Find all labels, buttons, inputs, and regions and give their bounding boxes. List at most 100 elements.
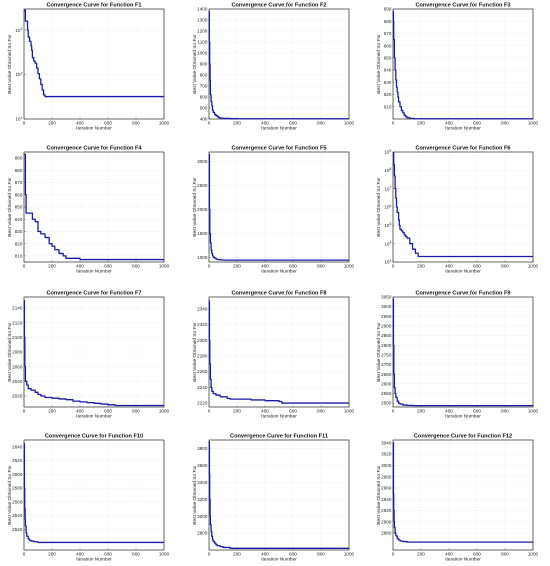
y-tick-label: 3000 <box>381 304 392 309</box>
plot-area <box>392 8 534 120</box>
x-tick-label: 0 <box>208 552 211 557</box>
plot-area <box>208 151 350 263</box>
x-axis-label: Iteration Number <box>445 126 481 132</box>
convergence-curve-series <box>208 300 349 404</box>
y-tick-label: 2920 <box>381 508 392 513</box>
convergence-curve-series <box>208 153 349 261</box>
x-tick-label: 200 <box>48 409 56 414</box>
y-tick-label: 890 <box>15 156 23 161</box>
y-tick-label: 103 <box>384 259 391 265</box>
x-tick-label: 600 <box>289 552 297 557</box>
y-tick-label: 2600 <box>12 472 23 477</box>
y-tick-label: 3600 <box>197 463 208 468</box>
x-tick-label: 0 <box>208 409 211 414</box>
convergence-curve-series <box>23 442 164 544</box>
chart-panel-f3: 0 200 400 600 800 1000 610 620 630 640 650 660 670 68… <box>376 3 539 132</box>
x-tick-label: 400 <box>261 552 269 557</box>
y-tick-label: 2120 <box>12 320 23 325</box>
axis-frame <box>208 296 350 408</box>
chart-panel-f2: 0 200 400 600 800 1000 400 500 600 700 800 900 1000 1… <box>192 3 355 132</box>
y-tick-label: 810 <box>15 253 23 258</box>
x-axis-label: Iteration Number <box>261 126 297 132</box>
y-tick-label: 830 <box>15 229 23 234</box>
x-tick-label: 800 <box>501 264 509 269</box>
x-tick-label: 400 <box>76 264 84 269</box>
x-tick-label: 1000 <box>159 552 170 557</box>
y-tick-label: 2640 <box>12 444 23 449</box>
x-tick-label: 600 <box>289 264 297 269</box>
x-tick-label: 800 <box>317 409 325 414</box>
y-tick-label: 2800 <box>381 343 392 348</box>
y-tick-label: 610 <box>384 104 392 109</box>
x-tick-label: 800 <box>132 121 140 126</box>
y-tick-label: 2880 <box>381 531 392 536</box>
x-tick-label: 1000 <box>159 409 170 414</box>
x-tick-label: 0 <box>23 121 26 126</box>
y-tick-label: 2300 <box>197 338 208 343</box>
chart-title: Convergence Curve for Function F2 <box>231 3 326 9</box>
x-tick-label: 1000 <box>159 121 170 126</box>
y-tick-label: 2140 <box>12 306 23 311</box>
y-tick-label: 900 <box>200 62 208 67</box>
convergence-curve-series <box>393 152 533 258</box>
y-tick-label: 2260 <box>197 369 208 374</box>
y-tick-label: 600 <box>200 95 208 100</box>
x-axis-label: Iteration Number <box>261 557 297 563</box>
y-axis-label: Best Value Obtained So Far <box>7 465 13 525</box>
y-tick-label: 620 <box>384 92 392 97</box>
y-tick-label: 2850 <box>381 333 392 338</box>
y-axis-label: Best Value Obtained So Far <box>376 177 382 237</box>
x-axis-label: Iteration Number <box>76 414 112 420</box>
y-tick-label: 1000 <box>197 51 208 56</box>
y-tick-label: 2800 <box>197 531 208 536</box>
y-tick-label: 3000 <box>197 159 208 164</box>
x-tick-label: 200 <box>48 121 56 126</box>
x-tick-label: 0 <box>392 552 395 557</box>
x-axis-label: Iteration Number <box>445 414 481 420</box>
y-tick-label: 400 <box>200 117 208 122</box>
x-tick-label: 600 <box>289 121 297 126</box>
chart-title: Convergence Curve for Function F11 <box>230 434 328 440</box>
y-tick-label: 3050 <box>381 295 392 300</box>
x-axis-label: Iteration Number <box>76 126 112 132</box>
chart-panel-f11: 0 200 400 600 800 1000 2800 3000 3200 3400 3600 380… <box>192 434 355 563</box>
chart-title: Convergence Curve for Function F4 <box>46 146 142 152</box>
y-tick-label: 3040 <box>381 440 392 445</box>
x-tick-label: 800 <box>317 121 325 126</box>
plot-area <box>23 8 165 120</box>
convergence-curve-series <box>24 9 164 98</box>
x-tick-label: 400 <box>76 552 84 557</box>
y-tick-label: 106 <box>384 204 391 210</box>
y-tick-label: 2900 <box>381 324 392 329</box>
y-tick-label: 2560 <box>12 499 23 504</box>
y-axis-label: Best Value Obtained So Far <box>192 177 198 237</box>
x-tick-label: 200 <box>417 552 425 557</box>
x-tick-label: 800 <box>132 264 140 269</box>
x-tick-label: 400 <box>76 409 84 414</box>
y-tick-label: 2020 <box>12 394 23 399</box>
axis-frame <box>23 439 165 551</box>
x-tick-label: 600 <box>104 409 112 414</box>
convergence-curve-series <box>24 153 164 261</box>
x-tick-label: 800 <box>317 552 325 557</box>
chart-title: Convergence Curve for Function F5 <box>231 146 326 152</box>
y-tick-label: 2550 <box>381 391 392 396</box>
y-tick-label: 2040 <box>12 379 23 384</box>
y-tick-label: 2280 <box>197 354 208 359</box>
convergence-curve-series <box>208 10 349 120</box>
x-tick-label: 0 <box>23 552 26 557</box>
axis-frame <box>392 439 534 551</box>
y-tick-label: 2220 <box>197 401 208 406</box>
x-tick-label: 200 <box>233 121 241 126</box>
x-tick-label: 0 <box>392 409 395 414</box>
x-tick-label: 1000 <box>159 264 170 269</box>
y-tick-label: 680 <box>384 19 392 24</box>
convergence-curve-series <box>392 10 533 120</box>
convergence-curve-series <box>208 441 349 549</box>
x-tick-label: 1000 <box>344 121 355 126</box>
y-tick-label: 3400 <box>197 480 208 485</box>
chart-panel-f7: 0 200 400 600 800 1000 2020 2040 2060 2080 2100 212… <box>7 291 170 420</box>
y-tick-label: 2600 <box>381 381 392 386</box>
y-tick-label: 108 <box>384 167 391 173</box>
